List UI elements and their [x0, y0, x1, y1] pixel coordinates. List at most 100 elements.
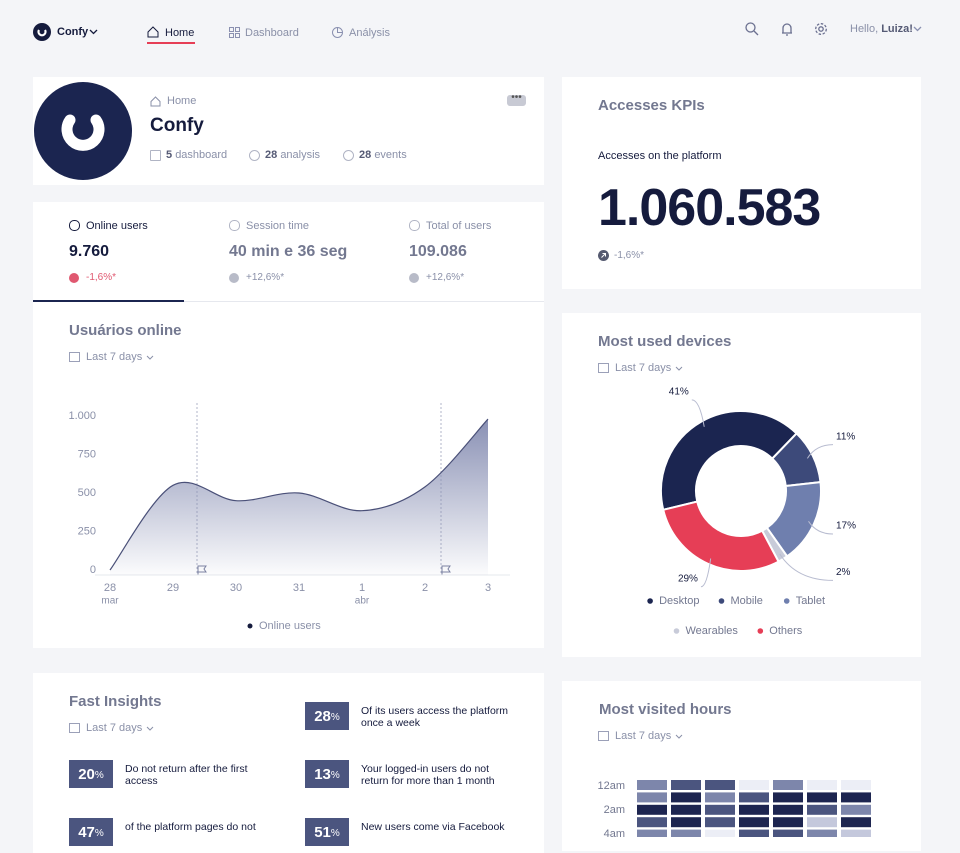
greeting[interactable]: Hello, Luiza! [850, 24, 913, 35]
heat-cell [705, 780, 735, 790]
heat-cell [705, 792, 735, 803]
dropdown-chevrons [146, 355, 683, 739]
stat-count: 28 [265, 149, 278, 161]
heat-cell [671, 804, 701, 815]
heat-cell [739, 817, 769, 828]
devices-card [562, 313, 921, 657]
heat-cell [807, 817, 837, 828]
legend-dot [247, 623, 253, 629]
insight-badge: 13% [305, 760, 349, 788]
row-label: 4am [604, 828, 625, 837]
home-icon [147, 26, 159, 38]
kpi-card [562, 77, 921, 289]
stat-label: Online users [86, 220, 148, 232]
heat-cell [841, 817, 871, 828]
insight-text: Do not return after the first access [125, 763, 248, 787]
period-selector[interactable]: Last 7 days [615, 730, 672, 742]
insight-value: 51 [314, 823, 331, 841]
stat-value: 9.760 [69, 243, 110, 260]
stat-label: events [374, 149, 407, 161]
stat-icon [249, 150, 260, 161]
stat-change: +12,6%* [426, 272, 465, 283]
leader-line [806, 444, 834, 459]
x-tick-sublabel: mar [101, 596, 119, 607]
leader-line [700, 558, 712, 588]
stat-label: Total of users [426, 220, 492, 232]
profile-stat: 28 analysis [265, 150, 320, 161]
value-label: 29% [678, 573, 698, 584]
y-tick-label: 1.000 [68, 410, 96, 422]
change-icon [409, 273, 419, 283]
heat-cell [671, 829, 701, 837]
toolbar-icons[interactable] [745, 22, 835, 36]
period-selector[interactable]: Last 7 days [86, 722, 143, 734]
profile-stat: 5 dashboard [166, 150, 227, 161]
x-tick-label: 29 [167, 582, 179, 594]
row-label: 2am [604, 804, 625, 816]
active-underline [147, 42, 195, 44]
legend-dot [783, 598, 790, 604]
user-name: Luiza! [881, 23, 913, 35]
heat-cell [739, 804, 769, 815]
change-icon [598, 250, 609, 261]
change-icon [69, 273, 79, 283]
stat-change: -1,6%* [86, 272, 117, 283]
stat-icon [69, 220, 80, 231]
nav-item[interactable]: Home [165, 27, 195, 39]
y-tick-label: 500 [78, 487, 96, 499]
heat-cell [739, 780, 769, 790]
stat-count: 5 [166, 149, 173, 161]
heat-cell [773, 804, 803, 815]
insight-unit: % [94, 828, 104, 839]
kpi-value: 1.060.583 [598, 179, 821, 237]
period-selector[interactable]: Last 7 days [86, 351, 143, 363]
stat-icon [150, 150, 161, 161]
insight-badge: 47% [69, 818, 113, 846]
logo[interactable] [33, 23, 51, 41]
insights-card [33, 673, 544, 853]
insight-value: 28 [314, 707, 331, 725]
stat-value: 40 min e 36 seg [229, 243, 348, 260]
more-button[interactable]: ••• [507, 93, 526, 106]
x-tick-sublabel: abr [355, 596, 370, 607]
heat-cell [637, 792, 667, 803]
insight-badge: 20% [69, 760, 113, 788]
heat-cell [671, 792, 701, 803]
value-label: 17% [836, 521, 856, 532]
heat-cell [841, 792, 871, 803]
active-tab [33, 300, 184, 302]
chevron [89, 29, 98, 35]
area-line [109, 418, 489, 571]
calendar-icons [69, 352, 609, 741]
heat-cell [637, 817, 667, 828]
stat-label: Session time [246, 220, 309, 232]
y-tick-label: 750 [78, 448, 96, 460]
stat-label: analysis [280, 149, 321, 161]
heat-cell [773, 817, 803, 828]
value-label: 2% [836, 567, 851, 578]
breadcrumb[interactable]: Home [167, 95, 197, 107]
kpi-label: Accesses on the platform [598, 150, 722, 162]
insight-value: 13 [314, 765, 331, 783]
y-tick-label: 0 [90, 564, 96, 576]
heat-cell [807, 804, 837, 815]
chevron [913, 26, 922, 32]
legend-label: Mobile [731, 595, 763, 607]
leader-line [808, 521, 834, 535]
heat-cell [671, 817, 701, 828]
insight-text: of the platform pages do not [125, 821, 256, 833]
x-tick-label: 2 [422, 582, 428, 594]
period-selector[interactable]: Last 7 days [615, 362, 672, 374]
nav-item[interactable]: Análysis [349, 27, 390, 39]
stat-icon [343, 150, 354, 161]
insight-unit: % [330, 770, 340, 781]
nav-item[interactable]: Dashboard [245, 27, 299, 39]
greeting-text: Hello, [850, 23, 879, 35]
insight-value: 20 [78, 765, 95, 783]
heat-cell [739, 829, 769, 837]
legend-label: Tablet [796, 595, 825, 607]
heat-cell [841, 804, 871, 815]
brand[interactable]: Confy [57, 26, 89, 38]
insight-badge: 51% [305, 818, 349, 846]
